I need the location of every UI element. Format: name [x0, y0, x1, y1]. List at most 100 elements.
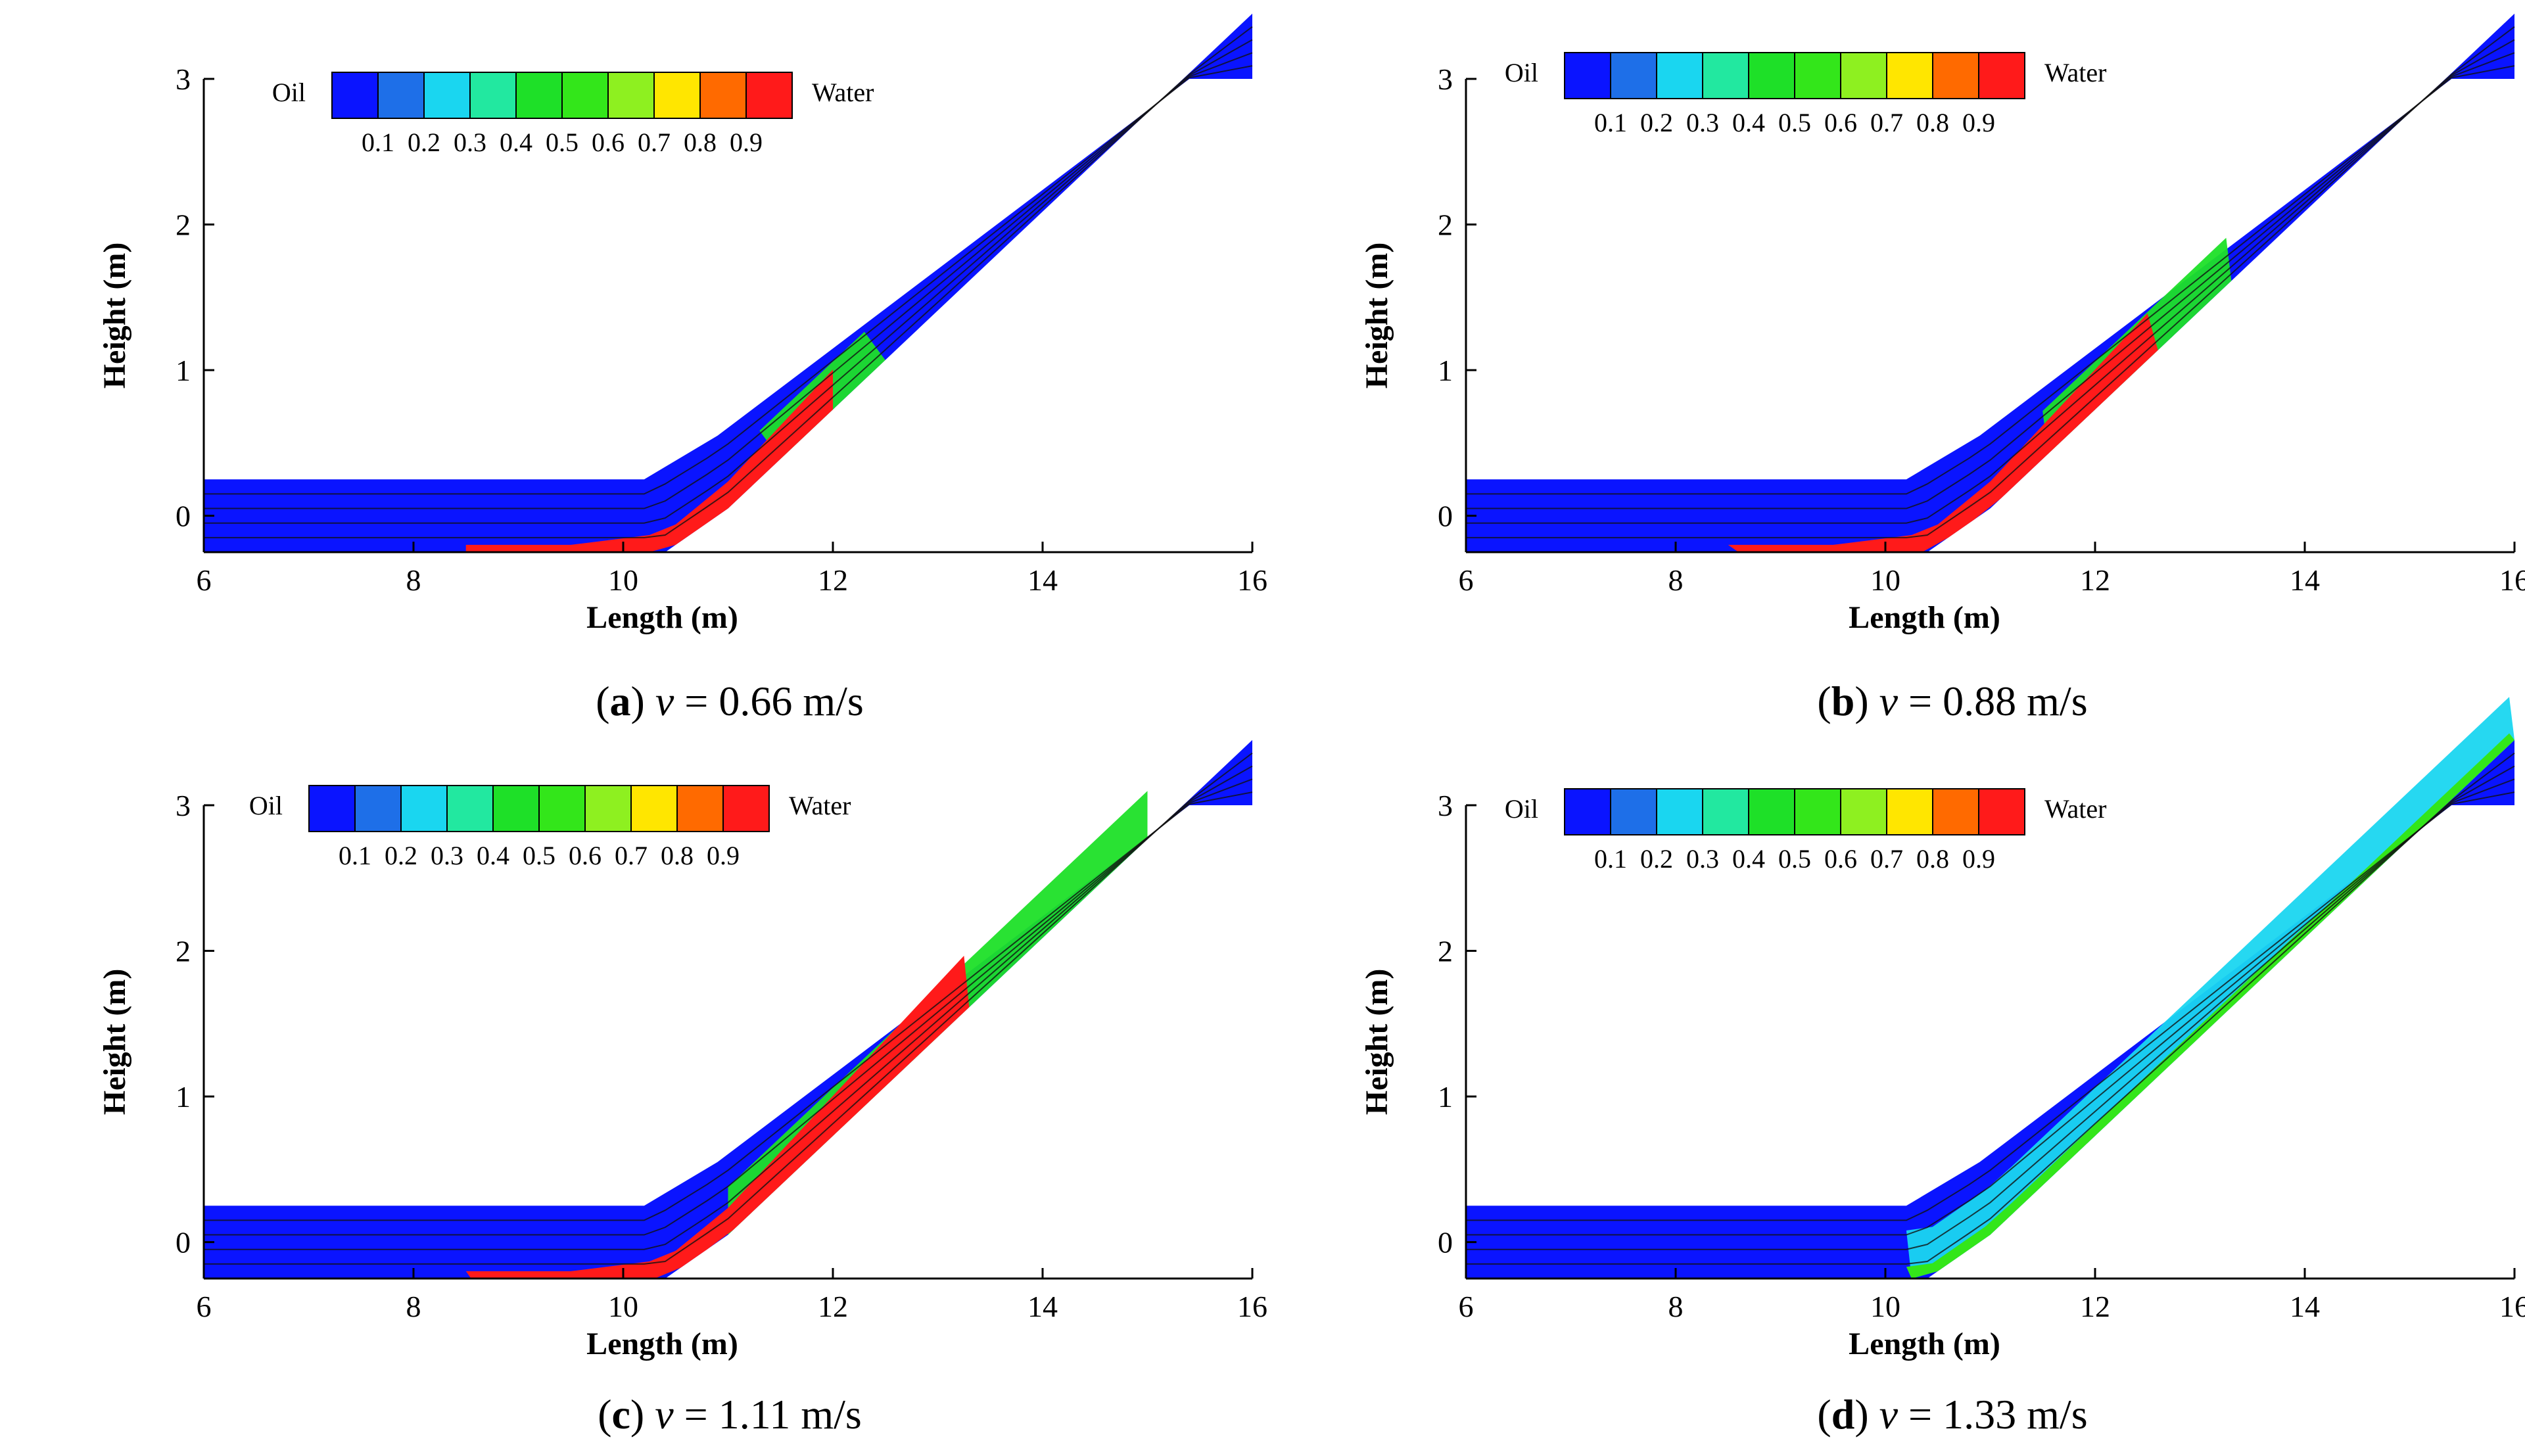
- y-tick-label: 2: [1438, 935, 1453, 968]
- x-tick-label: 6: [197, 1290, 212, 1323]
- colorbar-swatch: [1932, 788, 1979, 835]
- x-tick-label: 14: [1027, 563, 1058, 597]
- x-tick-label: 10: [608, 563, 638, 597]
- colorbar-tick-label: 0.1: [1594, 108, 1627, 137]
- colorbar-swatch: [538, 785, 586, 832]
- colorbar-swatch: [354, 785, 402, 832]
- colorbar-tick-label: 0.6: [1824, 108, 1857, 137]
- panel-b: 6 8 10 12 14 16 0 1 2 3 Length (m) Height (m) Oil Wat…: [1262, 0, 2525, 726]
- colorbar-swatch: [1610, 52, 1657, 99]
- colorbar-swatch: [1978, 788, 2025, 835]
- x-tick-label: 10: [608, 1290, 638, 1323]
- y-tick-label: 1: [176, 1080, 191, 1114]
- streamline: [204, 26, 1253, 538]
- colorbar-tick-label: 0.1: [362, 128, 394, 157]
- colorbar-tick-label: 0.2: [1640, 844, 1673, 874]
- x-tick-label: 12: [818, 563, 848, 597]
- colorbar-tick-label: 0.7: [1870, 108, 1903, 137]
- streamline: [1466, 26, 2515, 538]
- colorbar-swatch: [607, 72, 655, 119]
- y-tick-label: 0: [176, 1226, 191, 1259]
- caption-variable: v: [655, 678, 674, 724]
- colorbar-tick-label: 0.8: [1916, 844, 1949, 874]
- colorbar-tick-label: 0.8: [661, 841, 694, 870]
- colorbar-tick-label: 0.3: [1686, 844, 1719, 874]
- y-axis-label: Height (m): [1359, 243, 1394, 389]
- colorbar-tick-label: 0.7: [638, 128, 671, 157]
- colorbar-tick-label: 0.3: [431, 841, 463, 870]
- colorbar-swatch: [400, 785, 448, 832]
- x-tick-label: 16: [2499, 563, 2525, 597]
- colorbar-swatch: [1748, 52, 1795, 99]
- colorbar-oil-label: Oil: [1505, 794, 1538, 824]
- caption-c: (c) v = 1.11 m/s: [598, 1391, 862, 1438]
- colorbar-swatch: [1564, 52, 1611, 99]
- colorbar-tick-label: 0.9: [730, 128, 763, 157]
- y-tick-label: 1: [1438, 1080, 1453, 1114]
- colorbar-swatch: [1748, 788, 1795, 835]
- water-layer: [465, 369, 833, 552]
- colorbar-tick-label: 0.9: [1962, 844, 1995, 874]
- x-tick-label: 12: [818, 1290, 848, 1323]
- panel-c: 6 8 10 12 14 16 0 1 2 3 Length (m) Height (m) Oil Wat…: [0, 726, 1267, 1453]
- colorbar-water-label: Water: [2044, 794, 2107, 824]
- caption-d: (d) v = 1.33 m/s: [1817, 1391, 2088, 1438]
- x-tick-label: 12: [2080, 563, 2110, 597]
- streamline: [1466, 39, 2515, 524]
- panel-a: 6 8 10 12 14 16 0 1 2 3 Length (m) Height (m) Oil Wat…: [0, 0, 1267, 726]
- y-tick-label: 2: [1438, 208, 1453, 242]
- streamline: [1466, 752, 2515, 1265]
- y-tick-label: 0: [1438, 1226, 1453, 1259]
- colorbar-swatch: [630, 785, 678, 832]
- y-tick-label: 3: [1438, 789, 1453, 822]
- streamline: [1466, 765, 2515, 1250]
- caption-variable: v: [655, 1391, 674, 1438]
- colorbar-tick-label: 0.5: [546, 128, 578, 157]
- colorbar-swatch: [446, 785, 494, 832]
- panel-d: 6 8 10 12 14 16 0 1 2 3 Length (m) Height (m) Oil Wat…: [1262, 697, 2525, 1453]
- x-tick-label: 16: [1237, 563, 1267, 597]
- streamline: [204, 778, 1253, 1236]
- colorbar-tick-label: 0.8: [1916, 108, 1949, 137]
- x-tick-label: 16: [2499, 1290, 2525, 1323]
- caption-a: (a) v = 0.66 m/s: [596, 678, 864, 724]
- x-tick-label: 6: [1459, 1290, 1474, 1323]
- y-tick-label: 3: [176, 789, 191, 822]
- colorbar-tick-label: 0.5: [523, 841, 555, 870]
- x-axis-label: Length (m): [1849, 1327, 2000, 1361]
- colorbar-tick-label: 0.2: [385, 841, 417, 870]
- x-axis-label: Length (m): [586, 1327, 738, 1361]
- colorbar-tick-label: 0.3: [454, 128, 486, 157]
- colorbar-swatch: [1978, 52, 2025, 99]
- colorbar-swatch: [745, 72, 793, 119]
- colorbar-swatch: [423, 72, 471, 119]
- x-tick-label: 8: [1668, 1290, 1684, 1323]
- colorbar-swatch: [331, 72, 379, 119]
- x-axis-label: Length (m): [586, 600, 738, 635]
- colorbar-swatch: [1702, 788, 1749, 835]
- caption-value: = 1.33 m/s: [1898, 1391, 2088, 1438]
- colorbar-tick-label: 0.6: [1824, 844, 1857, 874]
- colorbar-tick-label: 0.8: [684, 128, 717, 157]
- x-tick-label: 14: [2290, 563, 2320, 597]
- colorbar-swatch: [1564, 788, 1611, 835]
- colorbar-tick-label: 0.5: [1778, 108, 1811, 137]
- colorbar-tick-label: 0.1: [1594, 844, 1627, 874]
- x-tick-label: 8: [406, 563, 421, 597]
- y-tick-label: 0: [176, 500, 191, 533]
- colorbar-swatch: [1840, 52, 1887, 99]
- y-tick-label: 2: [176, 935, 191, 968]
- colorbar-tick-label: 0.4: [477, 841, 509, 870]
- x-tick-label: 6: [1459, 563, 1474, 597]
- colorbar-swatch: [1840, 788, 1887, 835]
- x-tick-label: 8: [406, 1290, 421, 1323]
- colorbar-tick-label: 0.9: [707, 841, 740, 870]
- colorbar-water-label: Water: [812, 78, 874, 107]
- x-tick-label: 16: [1237, 1290, 1267, 1323]
- colorbar-water-label: Water: [2044, 58, 2107, 87]
- colorbar-tick-label: 0.1: [339, 841, 371, 870]
- caption-value: = 0.88 m/s: [1898, 678, 2088, 724]
